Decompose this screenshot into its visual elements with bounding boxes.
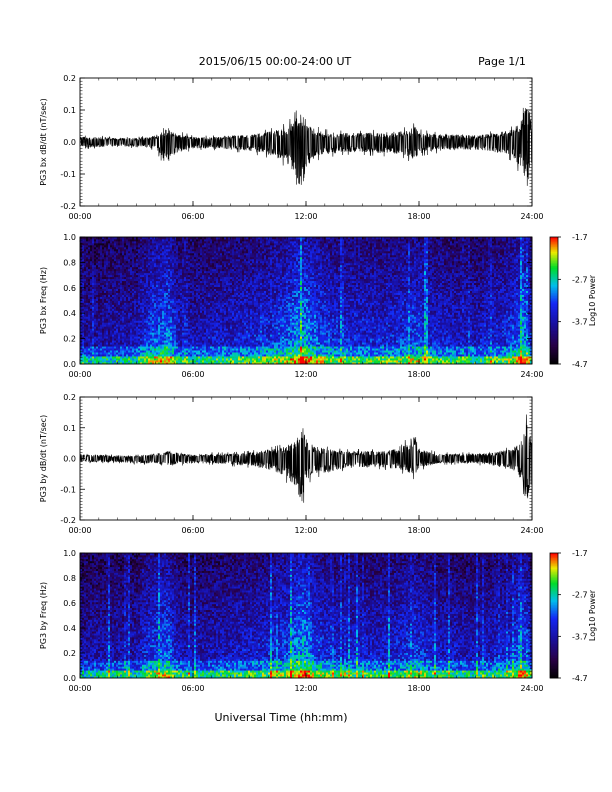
- y-tick-label: -0.2: [60, 202, 76, 211]
- header-date-range: 2015/06/15 00:00-24:00 UT: [199, 55, 352, 68]
- x-tick-label: 00:00: [68, 212, 91, 221]
- y-tick-label: -0.1: [60, 170, 76, 179]
- x-tick-label: 18:00: [407, 212, 430, 221]
- figure: 2015/06/15 00:00-24:00 UT Page 1/1 -0.2 -…: [0, 0, 612, 792]
- header-page-number: Page 1/1: [478, 55, 526, 68]
- x-tick-label: 12:00: [294, 212, 317, 221]
- y-tick-label: 0.0: [63, 138, 76, 147]
- heatmap-cells: [80, 237, 532, 364]
- y-tick-label: 0.2: [63, 74, 76, 83]
- x-tick-label: 06:00: [181, 212, 204, 221]
- y-tick-label: 0.1: [63, 106, 76, 115]
- y-axis-label: PG3 bx dB/dt (nT/sec): [39, 98, 48, 185]
- x-tick-label: 24:00: [520, 212, 543, 221]
